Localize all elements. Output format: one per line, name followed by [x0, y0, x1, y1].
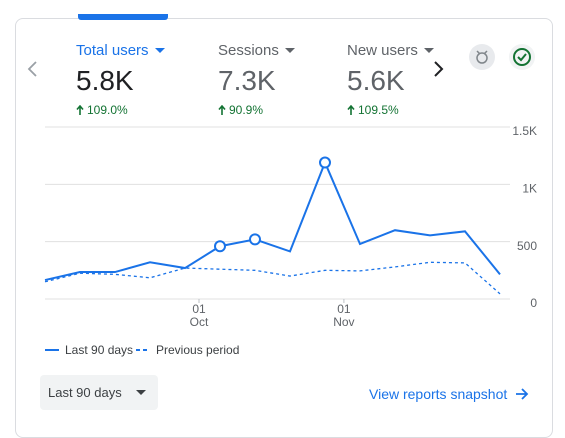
metric-value: 7.3K	[218, 65, 276, 96]
metric-change: 109.0%	[76, 103, 165, 117]
range-dropdown[interactable]: Last 90 days	[40, 375, 158, 410]
change-text: 109.0%	[87, 103, 128, 117]
next-arrow[interactable]	[430, 60, 446, 78]
legend-swatch	[45, 349, 59, 351]
metric-name: Sessions	[218, 42, 279, 59]
anomaly-marker	[319, 156, 331, 169]
change-text: 90.9%	[229, 103, 264, 117]
metric-name: Total users	[76, 42, 149, 59]
metric-value: 5.6K	[347, 65, 405, 96]
legend-swatch	[136, 349, 150, 351]
x-tick-label: 01 Nov	[333, 302, 355, 329]
prev-arrow[interactable]	[25, 60, 41, 78]
y-tick-label: 0	[530, 296, 537, 310]
snapshot-link[interactable]: View reports snapshot	[369, 386, 529, 402]
range-label: Last 90 days	[48, 385, 122, 400]
metric-label: New users	[347, 42, 434, 59]
anomaly-marker	[249, 233, 261, 246]
insights-icon[interactable]	[468, 43, 496, 71]
y-tick-label: 1.5K	[512, 124, 537, 138]
chart: 0 500 1K 1.5K	[44, 124, 537, 310]
caret	[423, 48, 434, 54]
legend-item: Last 90 days	[45, 343, 133, 357]
arrow	[76, 105, 84, 115]
metric-caret	[154, 48, 165, 54]
y-tick-label: 500	[517, 239, 537, 253]
metric-label: Total users	[76, 42, 165, 59]
legend-label: Previous period	[156, 343, 240, 357]
metric-value: 5.8K	[76, 65, 134, 96]
metric[interactable]: Total users 5.8K 109.0%	[76, 42, 165, 117]
series-line	[44, 159, 501, 282]
link-text: View reports snapshot	[369, 386, 508, 402]
metric-change: 90.9%	[218, 103, 295, 117]
arrow	[347, 105, 355, 115]
page: Total users 5.8K 109.0% Sessions 7.3K 90.9% Ne…	[15, 14, 553, 438]
y-tick-label: 1K	[522, 182, 537, 196]
x-tick-label: 01 Oct	[189, 302, 209, 329]
link-arrow	[516, 388, 529, 400]
metric-label: Sessions	[218, 42, 295, 59]
dropdown-caret	[135, 389, 146, 395]
status-icon[interactable]	[508, 43, 536, 71]
arrow	[218, 105, 226, 115]
legend-label: Last 90 days	[65, 343, 134, 357]
anomaly-marker	[214, 240, 226, 253]
up-arrow	[76, 105, 84, 115]
metric-caret	[284, 48, 295, 54]
metric-change: 109.5%	[347, 103, 434, 117]
up-arrow	[218, 105, 226, 115]
legend-item: Previous period	[136, 343, 239, 357]
metric[interactable]: Sessions 7.3K 90.9%	[218, 42, 295, 117]
metric[interactable]: New users 5.6K 109.5%	[347, 42, 434, 117]
change-text: 109.5%	[358, 103, 399, 117]
selected-tab	[78, 14, 168, 20]
caret	[154, 48, 165, 54]
caret	[284, 48, 295, 54]
metric-name: New users	[347, 42, 418, 59]
series-line	[44, 261, 501, 295]
up-arrow	[347, 105, 355, 115]
metric-caret	[423, 48, 434, 54]
